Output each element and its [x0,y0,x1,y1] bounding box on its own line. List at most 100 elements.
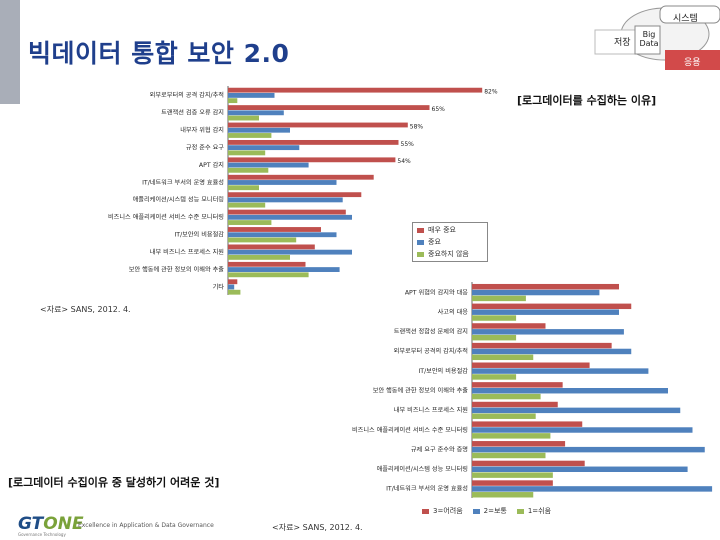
bar-3 [472,492,534,498]
category-label: IT/네트워크 부서의 운영 효율성 [142,178,224,186]
category-label: 기타 [213,283,225,291]
category-label: 보안 행동에 관한 정보의 이해와 추출 [373,387,469,395]
bar-2 [228,284,235,290]
data-label: 54% [397,158,411,165]
bar-1 [228,209,346,215]
category-label: APT 감지 [199,161,224,169]
bar-1 [228,192,362,198]
bar-3 [228,254,290,260]
bar-3 [472,334,517,341]
diagram-storage-label: 저장 [614,38,631,48]
logo-gt: GT [18,514,44,534]
legend-top-label-1: 매우 중요 [428,226,456,234]
bar-3 [228,289,241,295]
bar-1 [228,244,315,250]
bar-2 [228,92,275,98]
bar-1 [472,283,619,290]
legend-swatch-red [422,508,429,514]
category-label: 트랜잭션 정합성 문제의 감지 [394,328,468,336]
bar-1 [472,401,558,408]
bar-1 [228,122,408,128]
bar-2 [228,110,284,116]
bar-3 [472,315,517,321]
legend-swatch-green [417,251,424,257]
bar-2 [472,388,668,394]
system-box [659,5,720,24]
legend-swatch-blue [417,239,424,245]
bar-3 [472,433,551,439]
data-label: 65% [432,106,446,113]
bar-3 [228,272,309,278]
category-label: 트랜잭션 검증 오류 감지 [161,109,224,117]
category-label: 내부자 위협 감지 [180,126,224,134]
bar-1 [472,382,563,388]
bar-1 [228,105,430,110]
legend-swatch-blue [472,508,480,514]
left-accent-bar [0,0,20,104]
legend-top-item-1: 매우 중요 [417,225,483,235]
bar-2 [228,232,337,238]
bar-2 [228,249,352,255]
legend-swatch-red [417,227,424,233]
bar-2 [472,427,693,433]
bar-3 [472,374,517,380]
legend-bottom-item-2: 2=보통 [472,506,507,516]
bar-1 [228,174,374,180]
category-label: 내부 비즈니스 프로세스 지원 [150,248,225,256]
category-label: 비즈니스 애플리케이션 서비스 수준 모니터링 [352,426,468,434]
bar-3 [472,393,541,400]
bar-3 [228,115,259,121]
data-label: 82% [484,89,498,96]
category-label: 내부 비즈니스 프로세스 지원 [394,406,469,414]
bar-2 [228,197,343,203]
legend-top-label-3: 중요하지 않음 [428,250,469,258]
bar-3 [472,452,546,459]
legend-bottom-item-1: 3=어려움 [422,506,463,516]
page-title: 빅데이터 통합 보안 2.0 [28,39,290,68]
bar-3 [228,237,297,243]
bar-2 [228,214,352,220]
bar-1 [472,342,612,349]
bar-1 [228,87,483,93]
bar-2 [228,145,300,151]
bar-2 [472,446,705,453]
category-label: 애플리케이션/시스템 성능 모니터링 [377,465,468,473]
architecture-diagram: 시스템 저장 Big Data 응용 [585,0,720,75]
bar-1 [472,480,553,486]
bar-1 [228,261,306,267]
bar-3 [228,220,272,225]
diagram-system-label: 시스템 [673,14,698,24]
category-label: 규제 요구 준수와 증명 [411,445,468,453]
bar-3 [228,202,266,208]
bar-2 [228,180,337,185]
category-label: IT/네트워크 부서의 운영 효율성 [386,485,468,493]
bar-3 [472,354,534,361]
source-note-top: <자료> SANS, 2012. 4. [40,305,131,314]
diagram-bigdata-label: Big Data [639,30,659,48]
category-label: 보안 행동에 관한 정보의 이해와 추출 [129,265,225,273]
bar-1 [472,441,566,447]
bar-3 [228,150,266,156]
category-label: 외부로부터 공격의 감지/추적 [394,347,468,355]
legend-swatch-green [516,508,524,514]
bar-3 [472,472,553,478]
bar-3 [228,133,272,138]
caption-hard-to-achieve: [로그데이터 수집이유 중 달성하기 어려운 것] [8,476,220,489]
data-label: 55% [401,141,415,148]
source-note-bottom: <자료> SANS, 2012. 4. [272,523,363,532]
bar-1 [472,303,632,310]
legend-top-item-3: 중요하지 않음 [417,249,483,259]
bar-1 [472,323,546,329]
bar-2 [472,466,688,472]
legend-bottom: 3=어려움 2=보통 1=쉬움 [422,506,551,516]
bar-2 [472,368,649,374]
bar-2 [472,309,619,315]
legend-bottom-label-3: 1=쉬움 [527,507,552,515]
bigdata-box [634,25,661,55]
bar-1 [228,279,238,285]
footer-tagline: Excellence in Application & Data Governa… [78,522,214,529]
legend-top: 매우 중요 중요 중요하지 않음 [412,222,488,262]
bar-2 [228,267,340,272]
